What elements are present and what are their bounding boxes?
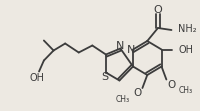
Text: CH₃: CH₃: [179, 86, 193, 95]
Text: O: O: [133, 88, 142, 98]
Text: N: N: [127, 45, 135, 55]
Text: N: N: [116, 41, 125, 51]
Text: O: O: [154, 5, 162, 15]
Text: NH₂: NH₂: [178, 24, 197, 34]
Text: CH₃: CH₃: [116, 94, 130, 103]
Text: OH: OH: [178, 45, 193, 55]
Text: O: O: [167, 79, 175, 89]
Text: OH: OH: [30, 72, 45, 82]
Text: S: S: [101, 71, 108, 81]
